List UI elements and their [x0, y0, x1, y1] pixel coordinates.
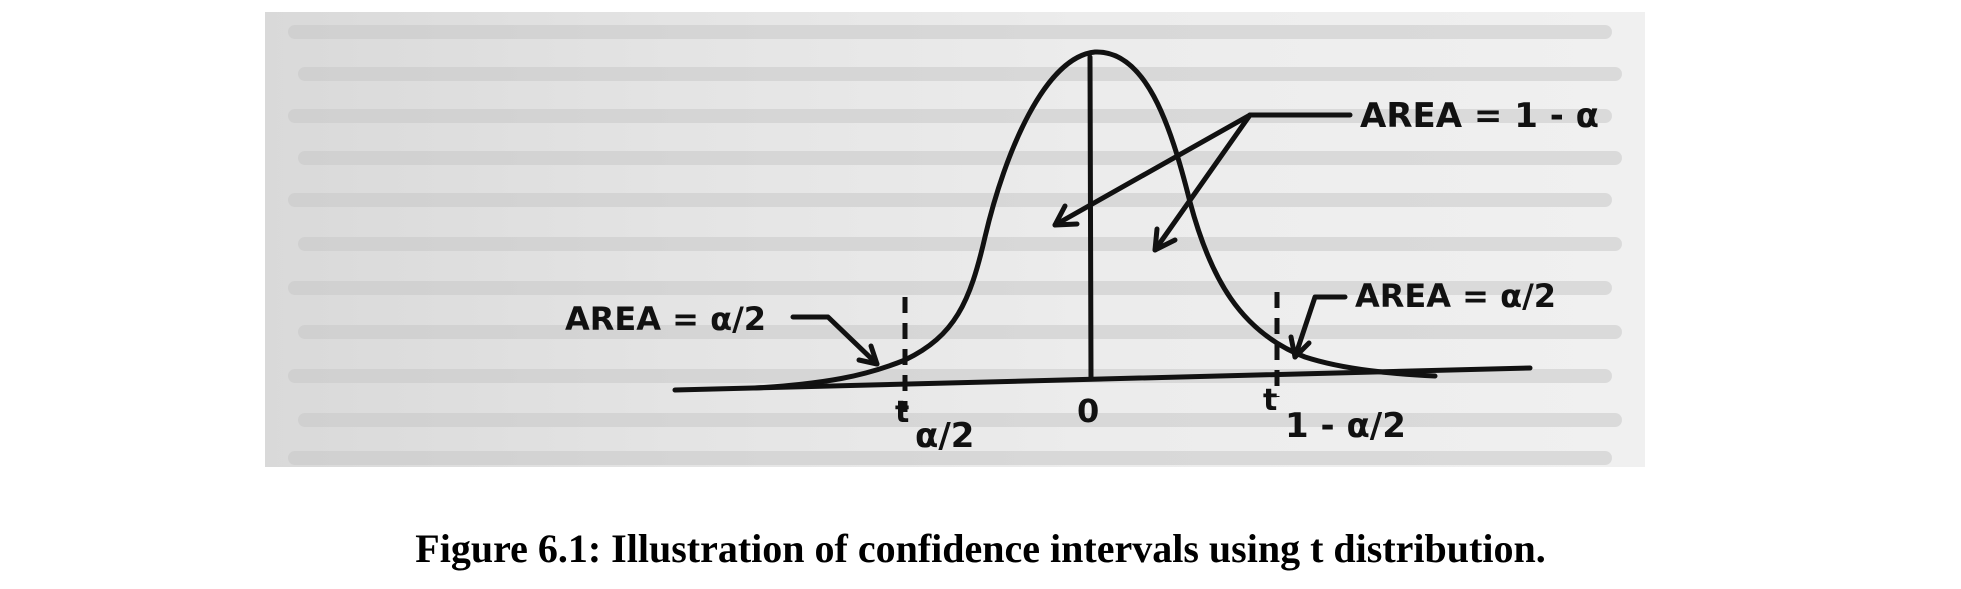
- right-area-leader: [1292, 294, 1348, 360]
- left-t-label: t: [895, 395, 909, 430]
- right-t-label: t: [1263, 383, 1277, 418]
- center-area-arrowhead-right: [1152, 226, 1178, 253]
- vertical-axis: [1087, 54, 1094, 381]
- right-area-label: AREA = α/2: [1355, 277, 1556, 315]
- right-area-arrowhead: [1288, 334, 1312, 360]
- left-t-subscript: α/2: [915, 416, 974, 456]
- center-area-label: AREA = 1 - α: [1360, 96, 1599, 136]
- center-area-arrowhead-left: [1052, 203, 1080, 228]
- left-area-label: AREA = α/2: [565, 300, 766, 338]
- center-area-arrow-right: [1152, 112, 1253, 253]
- figure-image: AREA = 1 - α AREA = α/2 AREA = α/2 0 t α…: [265, 12, 1645, 467]
- figure-caption: Figure 6.1: Illustration of confidence i…: [415, 526, 1546, 571]
- center-area-arrow-left: [1052, 112, 1253, 228]
- background-text-bleed: [288, 25, 1622, 465]
- t-distribution-diagram: AREA = 1 - α AREA = α/2 AREA = α/2 0 t α…: [288, 25, 1622, 465]
- left-area-leader: [790, 314, 880, 367]
- left-area-arrowhead: [856, 343, 880, 367]
- right-t-subscript: 1 - α/2: [1285, 406, 1406, 446]
- origin-label: 0: [1077, 392, 1099, 430]
